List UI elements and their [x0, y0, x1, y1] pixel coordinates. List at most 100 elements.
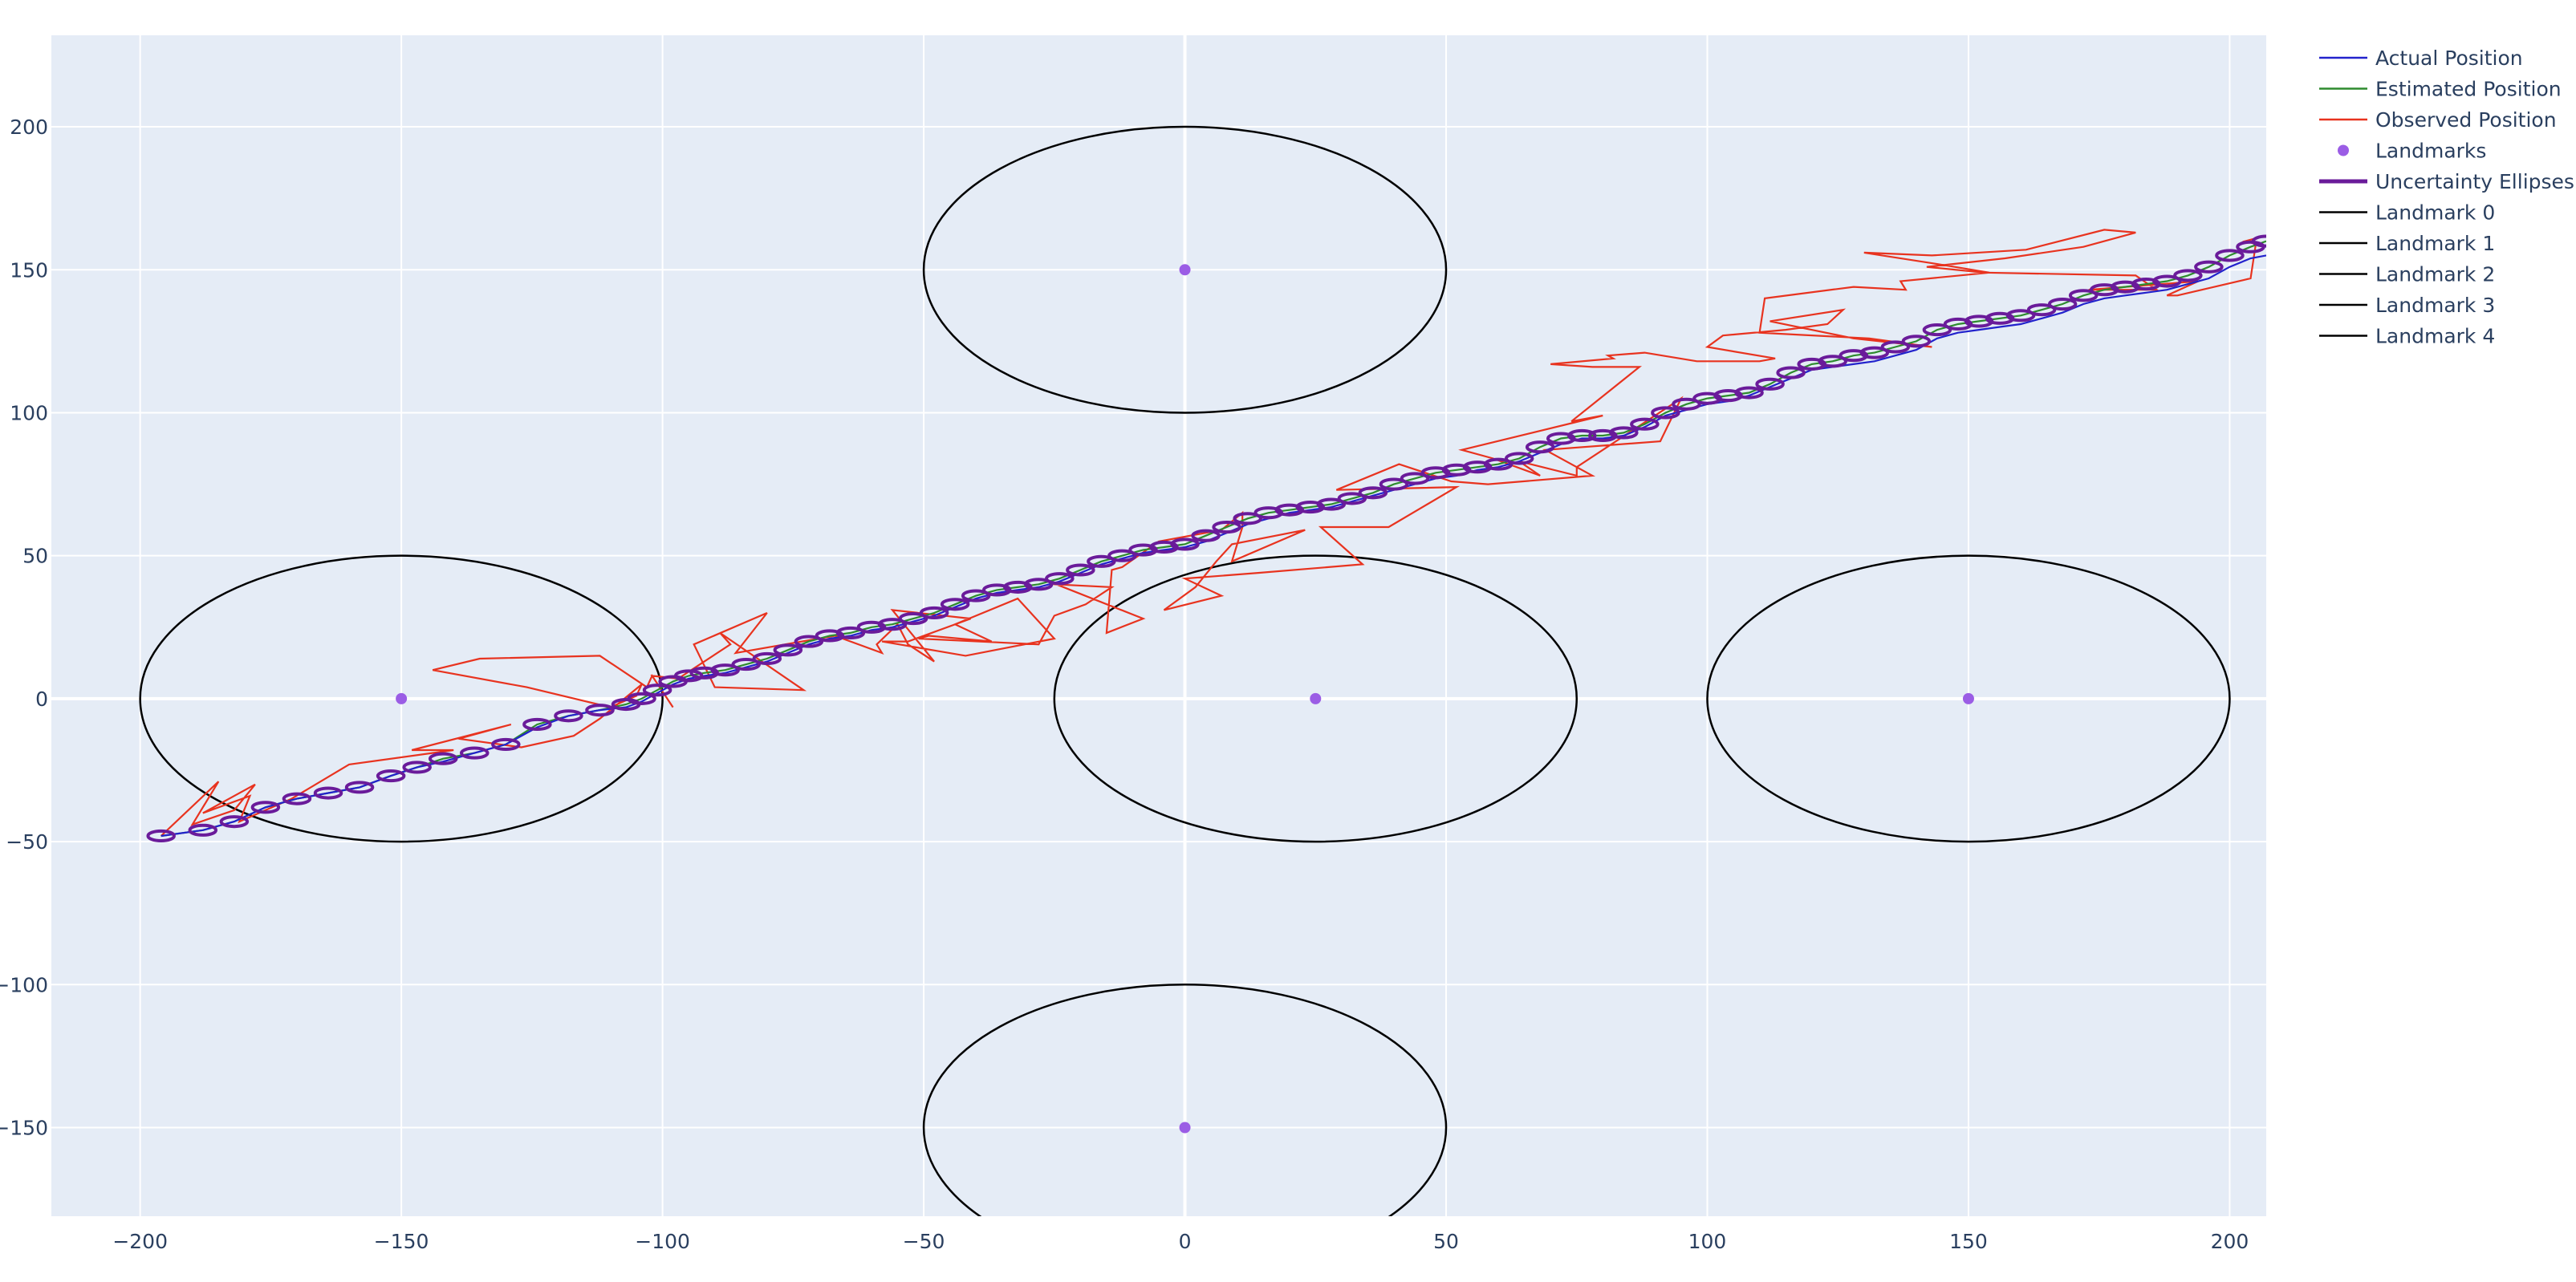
uncertainty-ellipse	[1379, 477, 1409, 491]
legend-item[interactable]: Estimated Position	[2319, 78, 2562, 101]
uncertainty-ellipse	[585, 704, 615, 717]
legend-item[interactable]: Landmark 4	[2319, 325, 2495, 348]
uncertainty-ellipse	[459, 746, 490, 760]
legend-label: Landmark 1	[2375, 232, 2495, 255]
uncertainty-ellipse	[1880, 340, 1911, 354]
legend-label: Landmark 2	[2375, 263, 2495, 286]
uncertainty-ellipse	[2251, 234, 2266, 248]
legend-marker	[2338, 144, 2349, 156]
uncertainty-ellipse	[1566, 428, 1597, 443]
y-tick-label: 0	[35, 688, 48, 711]
uncertainty-ellipse	[919, 606, 949, 620]
y-axis: −150 −100 −50 0 50 100 150 200	[0, 116, 48, 1139]
uncertainty-ellipse	[794, 635, 824, 648]
landmark-marker[interactable]	[396, 692, 408, 704]
x-tick-label: 0	[1179, 1230, 1192, 1253]
uncertainty-ellipse	[2152, 274, 2182, 288]
uncertainty-ellipse	[877, 618, 908, 631]
landmark-marker[interactable]	[1962, 692, 1974, 704]
uncertainty-ellipse	[1212, 520, 1241, 534]
uncertainty-ellipse	[428, 752, 458, 765]
uncertainty-ellipse	[898, 612, 928, 626]
uncertainty-ellipse	[2047, 297, 2078, 311]
uncertainty-ellipse	[710, 663, 740, 677]
uncertainty-ellipse	[188, 823, 218, 837]
uncertainty-ellipse	[1337, 492, 1367, 505]
uncertainty-ellipse	[731, 658, 762, 671]
x-tick-label: −200	[112, 1230, 168, 1253]
legend-item[interactable]: Observed Position	[2319, 108, 2557, 132]
uncertainty-ellipse	[1651, 406, 1680, 420]
uncertainty-ellipse	[752, 651, 782, 666]
x-tick-label: −100	[635, 1230, 690, 1253]
legend-item[interactable]: Landmark 0	[2319, 201, 2495, 225]
legend-label: Landmark 4	[2375, 325, 2495, 348]
uncertainty-ellipse	[1233, 512, 1262, 525]
uncertainty-ellipse	[402, 761, 432, 774]
y-tick-label: −100	[0, 973, 48, 996]
uncertainty-ellipse	[940, 598, 970, 611]
legend-label: Landmarks	[2375, 140, 2486, 163]
legend-item[interactable]: Landmark 1	[2319, 232, 2495, 255]
uncertainty-ellipse	[1922, 323, 1952, 337]
legend-item[interactable]: Landmark 2	[2319, 263, 2495, 286]
uncertainty-ellipse	[344, 781, 375, 794]
legend-label: Estimated Position	[2375, 78, 2562, 101]
y-tick-label: 50	[22, 545, 48, 568]
y-tick-label: 200	[10, 116, 48, 139]
legend-item[interactable]: Uncertainty Ellipses	[2319, 170, 2574, 193]
uncertainty-ellipse	[961, 589, 991, 602]
legend-item[interactable]: Landmarks	[2338, 140, 2486, 163]
uncertainty-ellipse	[1358, 486, 1388, 500]
landmark-range-circle	[1706, 554, 2231, 843]
legend-label: Uncertainty Ellipses	[2375, 170, 2574, 193]
landmark-range-circle	[922, 125, 1448, 414]
uncertainty-ellipse	[1191, 529, 1221, 542]
landmark-marker[interactable]	[1310, 692, 1322, 704]
uncertainty-ellipse	[1066, 563, 1095, 577]
x-tick-label: 100	[1688, 1230, 1727, 1253]
x-tick-label: −150	[374, 1230, 429, 1253]
uncertainty-ellipse	[1776, 366, 1806, 379]
x-tick-label: 200	[2211, 1230, 2249, 1253]
landmark-range-circle	[139, 554, 664, 843]
uncertainty-ellipse	[146, 829, 176, 843]
uncertainty-ellipse	[1901, 335, 1932, 348]
uncertainty-ellipse	[1504, 452, 1534, 465]
uncertainty-ellipse	[773, 643, 803, 657]
y-tick-label: 150	[10, 258, 48, 282]
uncertainty-ellipse	[1400, 472, 1430, 485]
uncertainty-ellipse	[554, 709, 583, 723]
landmark-marker[interactable]	[1179, 1122, 1191, 1134]
uncertainty-ellipse	[642, 684, 672, 697]
legend-label: Landmark 3	[2375, 294, 2495, 317]
x-tick-label: 50	[1433, 1230, 1459, 1253]
legend[interactable]: Actual Position Estimated Position Observe…	[2319, 47, 2574, 348]
legend-label: Actual Position	[2375, 47, 2523, 70]
uncertainty-ellipse	[1045, 572, 1075, 586]
uncertainty-ellipse	[1107, 549, 1137, 562]
uncertainty-ellipse	[1630, 417, 1660, 431]
uncertainty-ellipse	[2068, 289, 2099, 302]
uncertainty-ellipse	[282, 792, 312, 805]
uncertainty-ellipse	[2173, 269, 2203, 282]
legend-item[interactable]: Actual Position	[2319, 47, 2523, 70]
uncertainty-ellipse	[2005, 309, 2036, 323]
uncertainty-ellipse	[2026, 303, 2057, 317]
legend-item[interactable]: Landmark 3	[2319, 294, 2495, 317]
landmark-marker[interactable]	[1179, 264, 1191, 276]
uncertainty-ellipse	[1483, 457, 1514, 471]
uncertainty-ellipse	[1087, 554, 1116, 568]
uncertainty-ellipse	[1859, 346, 1890, 359]
uncertainty-ellipse	[313, 786, 343, 800]
uncertainty-ellipse	[1672, 397, 1701, 411]
uncertainty-ellipse	[835, 626, 866, 639]
uncertainty-ellipse	[1818, 355, 1847, 368]
x-tick-label: −50	[903, 1230, 945, 1253]
x-axis: −200 −150 −100 −50 0 50 100 150 200	[112, 1230, 2249, 1253]
uncertainty-ellipse	[522, 717, 552, 732]
uncertainty-ellipse	[1755, 377, 1785, 391]
uncertainty-ellipse	[2194, 260, 2224, 274]
uncertainty-ellipse	[673, 669, 704, 683]
